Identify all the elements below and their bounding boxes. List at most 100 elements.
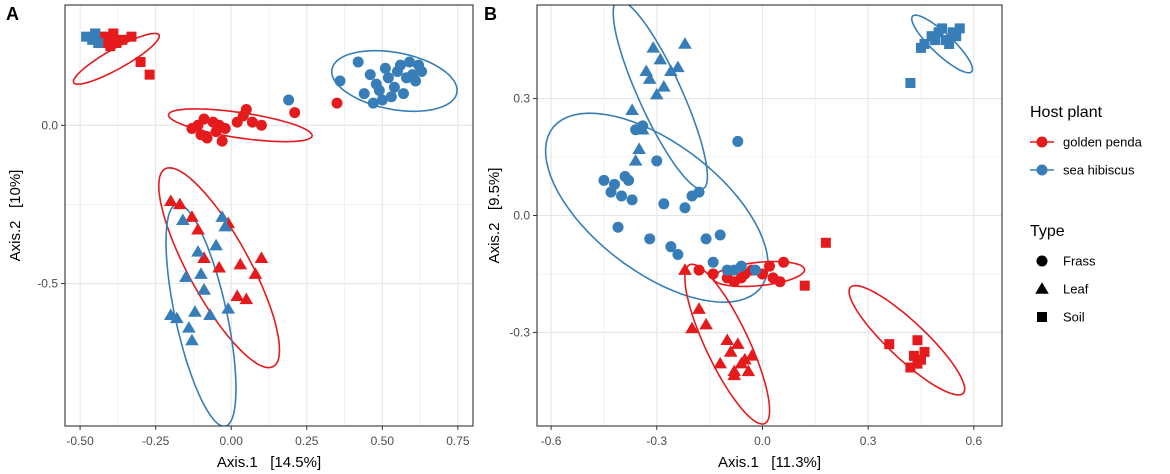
data-point — [665, 241, 677, 253]
data-point — [352, 56, 364, 68]
legend-title-type: Type — [1030, 223, 1065, 240]
data-point — [764, 260, 775, 272]
data-point — [625, 103, 639, 116]
data-point — [90, 28, 101, 39]
data-point — [197, 251, 211, 263]
data-point — [730, 337, 745, 349]
data-point — [289, 107, 301, 119]
data-point — [102, 31, 113, 42]
data-point — [191, 222, 205, 235]
data-point — [732, 135, 744, 147]
data-point — [919, 38, 930, 49]
x-tick-label: 0.3 — [860, 434, 877, 448]
data-point — [230, 289, 245, 301]
data-point — [612, 221, 624, 233]
data-point — [672, 248, 684, 260]
data-point — [173, 197, 187, 210]
data-point — [692, 302, 706, 314]
data-point — [649, 87, 664, 100]
x-tick-label: -0.3 — [646, 434, 667, 448]
data-point — [117, 34, 128, 45]
data-point — [714, 229, 726, 241]
x-tick-label: -0.25 — [142, 434, 170, 448]
data-point — [653, 52, 668, 65]
x-tick-label: 0.0 — [754, 434, 771, 448]
data-point — [644, 233, 656, 245]
data-point — [735, 260, 747, 272]
data-point — [416, 65, 428, 77]
data-point — [774, 276, 786, 288]
confidence-ellipse — [330, 49, 458, 113]
data-point — [678, 263, 692, 275]
data-point — [657, 80, 671, 92]
data-point — [239, 292, 254, 305]
panel-a: -0.50 -0.25 0.00 0.25 0.50 0.75 0.0 -0.5 A Axis.1… — [6, 4, 474, 471]
x-tick-label: 0.6 — [965, 434, 982, 448]
data-point — [203, 308, 217, 320]
panel-label: A — [6, 4, 19, 24]
data-point — [738, 352, 752, 365]
data-point — [176, 213, 190, 226]
data-layer — [544, 5, 974, 425]
data-point — [188, 305, 202, 317]
y-tick-label: 0.0 — [41, 118, 58, 132]
data-point — [646, 41, 661, 53]
x-tick-label: -0.50 — [66, 434, 94, 448]
data-point — [221, 302, 235, 314]
data-point — [727, 364, 742, 377]
data-point — [884, 339, 895, 350]
data-point — [246, 116, 258, 128]
panel-b: -0.6 -0.3 0.0 0.3 0.6 0.3 0.0 -0.3 B Axis.1 [11.3… — [484, 4, 1003, 471]
data-point — [598, 174, 610, 186]
data-point — [388, 81, 400, 93]
data-point — [699, 317, 713, 330]
x-axis-title: Axis.1 [14.5%] — [217, 454, 321, 471]
data-point — [233, 257, 248, 270]
data-point — [331, 97, 343, 109]
y-tick-label: -0.5 — [37, 277, 58, 291]
data-layer — [72, 28, 458, 426]
confidence-ellipse — [612, 5, 709, 190]
panel-border — [64, 4, 474, 427]
y-tick-label: 0.0 — [513, 209, 530, 223]
data-point — [105, 41, 116, 52]
data-point — [651, 155, 663, 167]
x-tick-label: -0.6 — [541, 434, 562, 448]
data-point — [163, 194, 178, 207]
data-point — [126, 31, 137, 42]
legend: Host plant golden penda sea hibiscus Type Fr… — [1030, 104, 1143, 325]
data-point — [723, 345, 738, 357]
data-point — [404, 56, 416, 68]
data-point — [373, 84, 385, 96]
data-point — [367, 97, 379, 109]
data-point — [170, 311, 184, 324]
data-point — [693, 186, 705, 198]
legend-title-host: Host plant — [1030, 104, 1103, 121]
confidence-ellipse — [910, 14, 974, 74]
data-point — [664, 64, 678, 77]
data-point — [626, 194, 638, 206]
data-point — [616, 190, 628, 202]
legend-key-circle — [1036, 255, 1048, 267]
data-point — [778, 256, 790, 268]
data-point — [87, 34, 98, 45]
x-tick-label: 0.50 — [371, 434, 395, 448]
data-point — [379, 62, 391, 74]
data-point — [111, 37, 122, 48]
data-point — [144, 69, 155, 80]
data-point — [678, 37, 692, 49]
gridlines — [65, 5, 473, 426]
data-point — [218, 219, 232, 232]
legend-key-circle — [1036, 164, 1048, 176]
data-point — [720, 333, 735, 346]
data-point — [185, 333, 199, 346]
data-point — [637, 120, 649, 132]
data-point — [185, 210, 199, 222]
y-axis-title: Axis.2 [10%] — [7, 170, 24, 262]
data-point — [410, 75, 422, 87]
panel-label: B — [484, 4, 497, 24]
legend-key-circle — [1036, 136, 1048, 148]
data-point — [623, 174, 635, 186]
data-point — [81, 31, 92, 42]
data-point — [254, 251, 269, 263]
